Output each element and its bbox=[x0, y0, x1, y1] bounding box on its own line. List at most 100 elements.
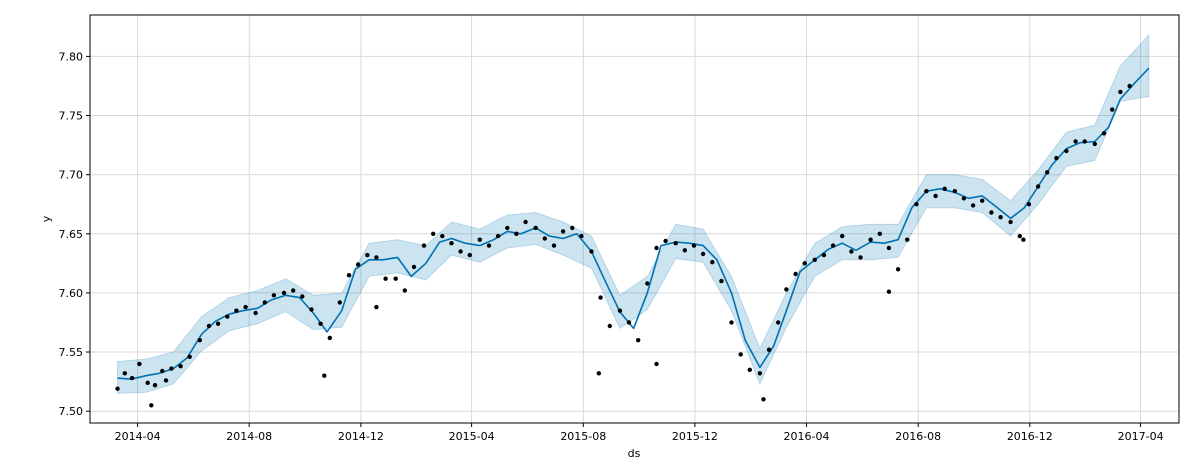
x-tick-label: 2015-08 bbox=[560, 430, 606, 443]
observation-point bbox=[933, 193, 938, 199]
observation-point bbox=[617, 308, 623, 313]
observation-point bbox=[766, 347, 772, 352]
x-tick-label: 2014-08 bbox=[226, 430, 272, 443]
observation-point bbox=[1045, 170, 1050, 175]
observation-point bbox=[467, 252, 472, 258]
observation-point bbox=[152, 383, 158, 388]
observation-point bbox=[579, 233, 584, 239]
observation-point bbox=[440, 233, 445, 239]
y-tick-label: 7.50 bbox=[59, 405, 84, 418]
observation-point bbox=[840, 233, 845, 239]
observation-point bbox=[700, 251, 706, 257]
observation-point bbox=[1127, 83, 1132, 89]
observation-point bbox=[225, 314, 230, 319]
observation-point bbox=[149, 403, 154, 408]
observation-point bbox=[477, 237, 482, 242]
observation-point bbox=[197, 338, 202, 343]
uncertainty-band-layer bbox=[117, 34, 1150, 394]
uncertainty-band bbox=[117, 34, 1150, 394]
observation-point bbox=[761, 397, 766, 402]
observation-point bbox=[636, 338, 641, 343]
observation-point bbox=[868, 237, 873, 242]
observation-point bbox=[271, 293, 277, 298]
observation-point bbox=[318, 321, 323, 326]
observation-point bbox=[551, 243, 557, 248]
observation-point bbox=[129, 375, 135, 381]
observation-point bbox=[169, 366, 174, 371]
observation-point bbox=[654, 245, 659, 251]
observation-point bbox=[607, 323, 612, 329]
x-tick-label: 2015-12 bbox=[672, 430, 718, 443]
observation-point bbox=[346, 273, 352, 278]
observation-point bbox=[1021, 237, 1026, 242]
y-tick-label: 7.65 bbox=[59, 228, 84, 241]
observation-point bbox=[877, 231, 882, 236]
x-tick-label: 2017-04 bbox=[1118, 430, 1164, 443]
observation-point bbox=[980, 198, 985, 203]
plot-frame bbox=[89, 14, 1180, 424]
y-tick-label: 7.60 bbox=[59, 287, 84, 300]
observation-point bbox=[560, 229, 566, 234]
observation-point bbox=[812, 257, 817, 262]
observation-point bbox=[163, 378, 169, 383]
observation-point bbox=[802, 261, 807, 266]
observation-point bbox=[1026, 202, 1032, 207]
observation-point bbox=[115, 386, 120, 391]
forecast-line bbox=[117, 67, 1150, 381]
grid-layer bbox=[90, 15, 1179, 423]
observation-point bbox=[1054, 155, 1059, 161]
observation-point bbox=[327, 335, 332, 341]
observation-point bbox=[322, 373, 327, 378]
observation-point bbox=[187, 354, 192, 359]
observation-point bbox=[458, 249, 463, 254]
observation-point bbox=[663, 238, 668, 244]
observation-point bbox=[1073, 139, 1078, 144]
x-tick-label: 2016-08 bbox=[895, 430, 941, 443]
observation-point bbox=[137, 361, 142, 367]
x-tick-label: 2014-04 bbox=[115, 430, 161, 443]
observation-point bbox=[309, 307, 314, 312]
observation-point bbox=[1110, 107, 1115, 112]
observation-point bbox=[243, 304, 248, 310]
observation-point bbox=[682, 248, 687, 253]
observation-point bbox=[215, 321, 221, 326]
observation-point bbox=[793, 271, 798, 277]
observation-point bbox=[626, 320, 632, 325]
observation-point bbox=[596, 371, 601, 376]
observation-point bbox=[830, 243, 836, 248]
observation-point bbox=[421, 243, 427, 248]
observation-point bbox=[402, 288, 407, 293]
observation-point bbox=[757, 371, 763, 376]
observation-point bbox=[970, 203, 976, 208]
observation-point bbox=[895, 267, 901, 272]
observation-point bbox=[145, 380, 150, 385]
observation-point bbox=[234, 308, 239, 313]
observation-point bbox=[374, 255, 379, 260]
observation-point bbox=[747, 367, 752, 372]
observation-point bbox=[533, 225, 538, 231]
x-tick-label: 2016-12 bbox=[1007, 430, 1053, 443]
observation-point bbox=[486, 243, 492, 248]
observation-point bbox=[411, 264, 417, 270]
y-tick-label: 7.80 bbox=[59, 50, 84, 63]
observation-point bbox=[849, 249, 854, 254]
x-tick-label: 2014-12 bbox=[338, 430, 384, 443]
observation-point bbox=[122, 371, 128, 376]
observation-point bbox=[729, 320, 734, 325]
observation-point bbox=[1118, 89, 1123, 95]
observation-point bbox=[924, 189, 929, 194]
observation-point bbox=[1101, 131, 1107, 136]
observation-point bbox=[300, 294, 305, 299]
observation-point bbox=[719, 278, 724, 284]
observation-point bbox=[449, 241, 454, 246]
x-axis-ticks: 2014-04 2014-08 2014-12 2015-04 2015-08 2015-… bbox=[115, 423, 1164, 443]
observation-point bbox=[914, 202, 919, 207]
observation-point bbox=[337, 300, 342, 305]
observation-points-layer bbox=[115, 83, 1132, 408]
y-axis-label: y bbox=[40, 215, 53, 222]
observation-point bbox=[776, 320, 781, 325]
observation-point bbox=[691, 243, 697, 248]
observation-point bbox=[355, 262, 361, 267]
observation-point bbox=[178, 364, 183, 369]
